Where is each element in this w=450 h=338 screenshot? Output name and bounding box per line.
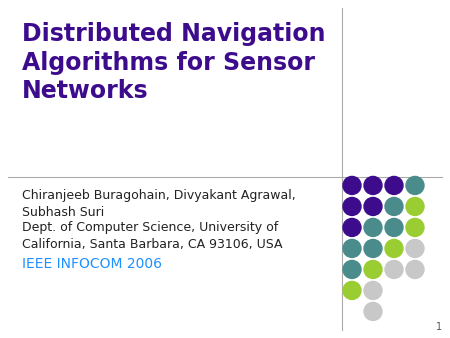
Circle shape	[364, 197, 382, 215]
Circle shape	[385, 197, 403, 215]
Text: Distributed Navigation
Algorithms for Sensor
Networks: Distributed Navigation Algorithms for Se…	[22, 22, 325, 103]
Circle shape	[343, 239, 361, 258]
Circle shape	[406, 218, 424, 237]
Text: Dept. of Computer Science, University of
California, Santa Barbara, CA 93106, US: Dept. of Computer Science, University of…	[22, 221, 283, 251]
Circle shape	[343, 218, 361, 237]
Circle shape	[343, 261, 361, 279]
Circle shape	[364, 239, 382, 258]
Circle shape	[364, 218, 382, 237]
Circle shape	[385, 239, 403, 258]
Circle shape	[406, 176, 424, 194]
Text: Chiranjeeb Buragohain, Divyakant Agrawal,
Subhash Suri: Chiranjeeb Buragohain, Divyakant Agrawal…	[22, 190, 296, 219]
Circle shape	[406, 261, 424, 279]
Circle shape	[385, 218, 403, 237]
Circle shape	[385, 261, 403, 279]
Circle shape	[364, 176, 382, 194]
Circle shape	[364, 282, 382, 299]
Circle shape	[364, 303, 382, 320]
Circle shape	[343, 197, 361, 215]
Circle shape	[343, 176, 361, 194]
Circle shape	[406, 239, 424, 258]
Text: 1: 1	[436, 322, 442, 332]
Circle shape	[364, 261, 382, 279]
Circle shape	[343, 282, 361, 299]
Circle shape	[406, 197, 424, 215]
Text: IEEE INFOCOM 2006: IEEE INFOCOM 2006	[22, 258, 162, 271]
Circle shape	[385, 176, 403, 194]
